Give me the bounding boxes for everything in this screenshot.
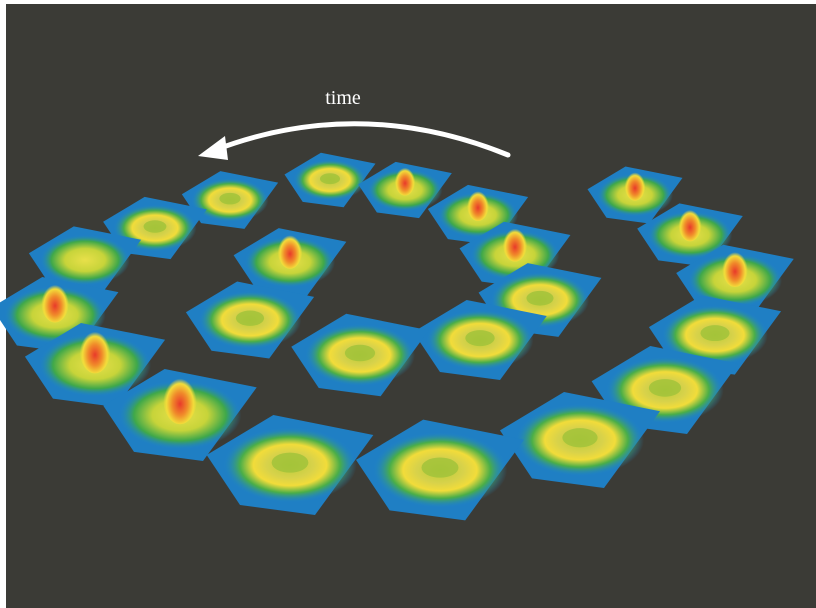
peak bbox=[678, 206, 702, 242]
ring-center bbox=[526, 290, 554, 306]
peak bbox=[79, 327, 111, 374]
peak bbox=[394, 164, 416, 196]
ring-center bbox=[700, 325, 730, 342]
ring-center bbox=[344, 344, 376, 362]
ring-center bbox=[219, 192, 241, 205]
ring-center bbox=[319, 173, 341, 185]
peak bbox=[277, 231, 303, 269]
ring-center bbox=[562, 428, 598, 448]
ring-center bbox=[271, 452, 309, 473]
peak bbox=[41, 280, 69, 323]
arrow-head bbox=[198, 136, 228, 160]
time-arrow bbox=[212, 121, 511, 158]
peak bbox=[163, 373, 197, 425]
peak bbox=[722, 248, 748, 288]
ring-center bbox=[143, 220, 167, 233]
peak bbox=[502, 225, 528, 262]
peak bbox=[624, 169, 646, 201]
ring-center bbox=[235, 310, 265, 326]
time-label: time bbox=[325, 87, 361, 109]
tiles bbox=[0, 152, 794, 521]
ring-center bbox=[421, 457, 459, 478]
peak bbox=[466, 187, 490, 222]
ring-center bbox=[465, 330, 495, 347]
ring-center bbox=[648, 379, 682, 397]
cloud bbox=[40, 234, 130, 286]
